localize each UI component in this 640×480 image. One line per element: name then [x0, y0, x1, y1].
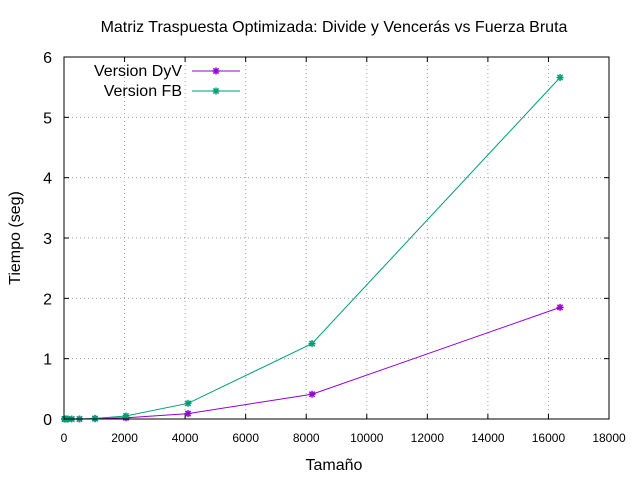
plot-series [60, 74, 564, 423]
x-tick-label: 6000 [232, 431, 259, 445]
legend: Version DyV Version FB [94, 63, 240, 100]
data-point [184, 399, 192, 407]
y-tick-label: 6 [43, 50, 52, 67]
y-tick-label: 3 [43, 231, 52, 248]
x-tick-label: 0 [61, 431, 68, 445]
plot-frame [63, 56, 610, 420]
data-point [184, 410, 192, 418]
y-tick-label: 1 [43, 352, 52, 369]
data-point [91, 414, 99, 422]
x-tick-label: 8000 [293, 431, 320, 445]
x-tick-label: 18000 [592, 431, 626, 445]
y-tick-label: 4 [43, 171, 52, 188]
y-tick-label: 5 [43, 110, 52, 127]
series-line [64, 306, 561, 420]
axis-ticks: 0 2000 4000 6000 8000 10000 12000 14000 16000 180… [43, 50, 626, 445]
y-axis-label: Tiempo (seg) [7, 191, 24, 285]
legend-marker [212, 67, 220, 75]
series-line [64, 77, 561, 420]
x-tick-label: 16000 [532, 431, 566, 445]
chart-title: Matriz Traspuesta Optimizada: Divide y V… [101, 19, 568, 36]
data-point [308, 390, 316, 398]
x-tick-label: 4000 [172, 431, 199, 445]
x-tick-label: 10000 [350, 431, 384, 445]
legend-label: Version FB [104, 83, 182, 100]
legend-label: Version DyV [94, 63, 182, 80]
x-tick-label: 14000 [471, 431, 505, 445]
data-point [122, 412, 130, 420]
x-axis-label: Tamaño [306, 457, 363, 474]
x-tick-label: 2000 [111, 431, 138, 445]
data-point [308, 340, 316, 348]
y-tick-label: 2 [43, 291, 52, 308]
legend-marker [212, 87, 220, 95]
x-tick-label: 12000 [411, 431, 445, 445]
data-point [556, 74, 564, 82]
grid [64, 57, 609, 419]
data-point [556, 303, 564, 311]
y-tick-label: 0 [43, 412, 52, 429]
